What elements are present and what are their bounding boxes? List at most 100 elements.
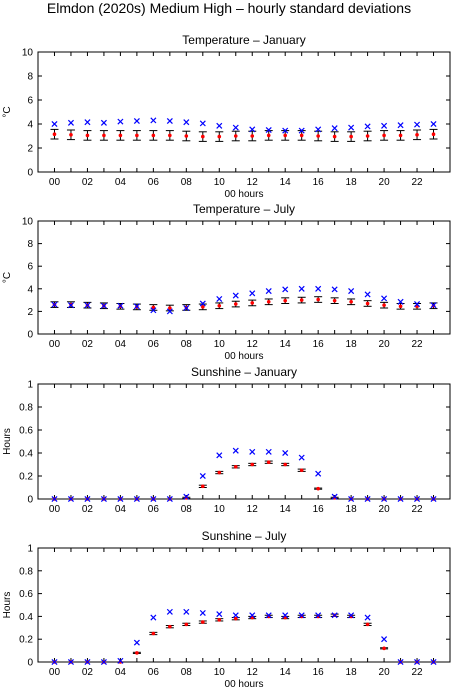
- y-axis-label: Hours: [2, 592, 13, 619]
- baseline-x-stroke: [133, 639, 140, 646]
- future-point: [184, 134, 189, 138]
- baseline-x-stroke: [150, 495, 157, 503]
- baseline-x-stroke: [67, 302, 74, 309]
- future-point: [201, 134, 205, 139]
- baseline-point: [348, 124, 355, 131]
- y-tick-label: 0: [27, 495, 33, 506]
- x-tick-label: 08: [181, 667, 193, 678]
- baseline-x-stroke: [133, 495, 140, 503]
- baseline-point: [133, 639, 140, 646]
- baseline-x-stroke: [381, 122, 388, 129]
- baseline-point: [150, 614, 157, 621]
- x-tick-label: 00: [49, 339, 61, 350]
- x-tick-label: 08: [181, 177, 193, 188]
- baseline-point: [381, 122, 388, 129]
- y-tick-label: 0: [27, 168, 33, 179]
- baseline-point: [331, 612, 338, 619]
- future-point: [398, 133, 403, 138]
- future-point: [217, 134, 222, 139]
- future-point: [217, 303, 222, 308]
- baseline-point: [364, 123, 371, 130]
- x-tick-label: 16: [313, 504, 325, 515]
- baseline-x-stroke: [150, 117, 157, 124]
- baseline-point: [414, 121, 421, 128]
- future-point: [365, 134, 370, 138]
- chart-title: Temperature – January: [182, 33, 305, 47]
- baseline-point: [298, 285, 305, 292]
- baseline-point: [67, 495, 74, 503]
- future-point: [118, 133, 123, 138]
- future-point: [69, 133, 73, 137]
- baseline-point: [414, 495, 421, 503]
- y-tick-label: 1: [27, 380, 33, 391]
- future-point: [233, 465, 238, 469]
- baseline-x-stroke: [84, 658, 91, 666]
- x-tick-label: 10: [214, 504, 226, 515]
- baseline-x-stroke: [430, 302, 437, 309]
- x-tick-label: 20: [379, 339, 391, 350]
- x-tick-label: 10: [214, 177, 226, 188]
- future-point: [349, 299, 353, 304]
- baseline-point: [100, 495, 107, 503]
- x-tick-label: 04: [115, 504, 127, 515]
- baseline-point: [348, 288, 355, 295]
- baseline-x-stroke: [265, 126, 272, 134]
- baseline-x-stroke: [67, 495, 74, 503]
- baseline-x-stroke: [232, 124, 239, 131]
- baseline-point: [166, 117, 173, 125]
- plot-frame: [37, 383, 451, 500]
- baseline-x-stroke: [265, 288, 272, 295]
- baseline-point: [298, 612, 305, 619]
- y-tick-label: 4: [27, 120, 33, 131]
- y-tick-label: 0.2: [19, 635, 33, 646]
- baseline-point: [298, 454, 305, 461]
- baseline-x-stroke: [100, 119, 107, 126]
- x-tick-label: 00: [49, 667, 61, 678]
- baseline-point: [364, 614, 371, 621]
- baseline-x-stroke: [298, 454, 305, 461]
- baseline-point: [249, 448, 256, 455]
- y-tick-label: 0.6: [19, 589, 33, 600]
- baseline-point: [364, 291, 371, 298]
- future-point: [398, 304, 403, 309]
- baseline-x-stroke: [414, 301, 421, 308]
- x-tick-label: 22: [411, 504, 423, 515]
- baseline-point: [166, 308, 173, 315]
- future-point: [233, 616, 238, 621]
- y-tick-label: 0.2: [19, 472, 33, 483]
- baseline-x-stroke: [249, 290, 256, 297]
- baseline-x-stroke: [117, 495, 124, 503]
- baseline-x-stroke: [315, 285, 322, 292]
- future-point: [365, 301, 370, 306]
- baseline-point: [282, 612, 289, 619]
- baseline-point: [183, 608, 190, 615]
- plot-frame: [37, 51, 451, 173]
- baseline-x-stroke: [100, 302, 107, 309]
- x-axis-label: 00 hours: [225, 189, 264, 200]
- x-tick-label: 16: [313, 177, 325, 188]
- baseline-point: [84, 119, 91, 126]
- baseline-x-stroke: [51, 120, 58, 128]
- future-point: [415, 133, 419, 137]
- baseline-x-stroke: [381, 636, 388, 643]
- baseline-x-stroke: [117, 657, 124, 664]
- baseline-x-stroke: [216, 611, 223, 618]
- y-tick-label: 4: [27, 284, 33, 295]
- baseline-x-stroke: [216, 295, 223, 302]
- future-point: [365, 622, 370, 627]
- baseline-x-stroke: [364, 495, 371, 503]
- baseline-point: [430, 120, 437, 128]
- future-point: [201, 305, 205, 309]
- baseline-point: [166, 495, 173, 503]
- baseline-x-stroke: [199, 120, 206, 127]
- baseline-x-stroke: [249, 126, 256, 133]
- future-point: [151, 631, 156, 636]
- baseline-x-stroke: [381, 295, 388, 302]
- baseline-x-stroke: [265, 448, 272, 455]
- chart-title: Sunshine – July: [202, 529, 287, 543]
- baseline-point: [67, 119, 74, 126]
- x-tick-label: 16: [313, 339, 325, 350]
- baseline-x-stroke: [67, 658, 74, 666]
